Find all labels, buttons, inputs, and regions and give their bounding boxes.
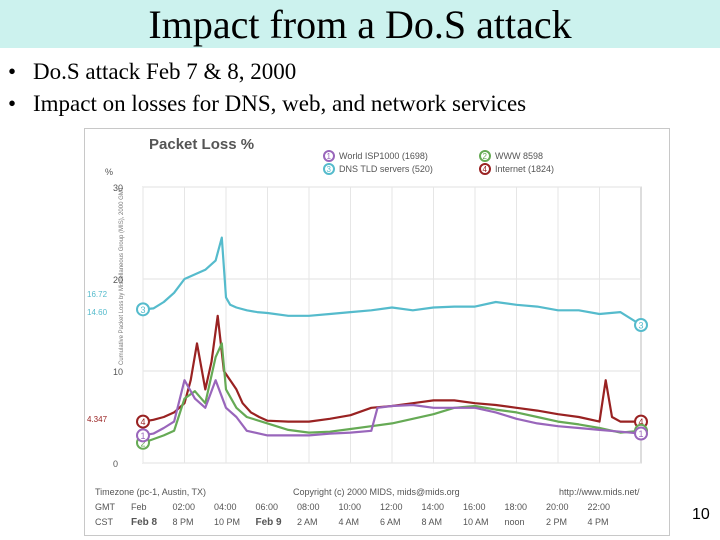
y-axis-unit: % [105, 167, 113, 177]
cst-label: CST [95, 517, 114, 527]
grid [142, 186, 642, 464]
url-label: http://www.mids.net/ [559, 487, 640, 497]
y-tick-label: 10 [113, 367, 123, 377]
legend-marker-label: 4 [483, 165, 488, 174]
bullet-list: • Do.S attack Feb 7 & 8, 2000 • Impact o… [8, 56, 526, 120]
gmt-tick-label: 06:00 [256, 502, 279, 512]
gmt-tick-label: 08:00 [297, 502, 320, 512]
series-line [142, 236, 642, 326]
legend-label: World ISP1000 (1698) [339, 151, 428, 161]
legend-marker [323, 163, 335, 175]
cst-tick-label: 2 AM [297, 517, 318, 527]
series-marker-label: 4 [639, 417, 644, 427]
legend-marker [479, 163, 491, 175]
series-marker-label: 3 [639, 321, 644, 331]
gmt-tick-label: 12:00 [380, 502, 403, 512]
left-value-label: 14.60 [87, 308, 108, 317]
series-marker [136, 302, 150, 317]
series-marker [136, 414, 150, 429]
y-tick-label: 30 [113, 183, 123, 193]
series-marker-label: 2 [141, 438, 146, 448]
bullet-dot: • [8, 91, 17, 116]
legend-marker [479, 150, 491, 162]
series-marker [634, 318, 648, 332]
cst-tick-label: noon [505, 517, 525, 527]
slide-title: Impact from a Do.S attack [148, 2, 572, 47]
cst-tick-label: 8 PM [173, 517, 194, 527]
copyright-label: Copyright (c) 2000 MIDS, mids@mids.org [293, 487, 460, 497]
bullet-dot: • [8, 59, 17, 84]
side-label: Cumulative Packet Loss by Miscellaneous … [119, 186, 125, 365]
bullet-text: Impact on losses for DNS, web, and netwo… [33, 91, 527, 116]
gmt-tick-label: 20:00 [546, 502, 569, 512]
gmt-tick-label: 14:00 [422, 502, 445, 512]
legend-marker-label: 1 [327, 152, 332, 161]
gmt-tick-label: 02:00 [173, 502, 196, 512]
cst-tick-label: 10 PM [214, 517, 240, 527]
cst-tick-label: Feb 8 [131, 517, 158, 528]
series-marker-label: 3 [141, 305, 146, 315]
legend-marker-label: 3 [327, 165, 332, 174]
series-marker-label: 1 [639, 429, 644, 439]
cst-tick-label: 4 PM [588, 517, 609, 527]
gmt-tick-label: 10:00 [339, 502, 362, 512]
series-marker [634, 426, 648, 441]
y-tick-label: 0 [113, 459, 118, 469]
cst-tick-label: 6 AM [380, 517, 401, 527]
bullet-item: • Do.S attack Feb 7 & 8, 2000 [8, 56, 526, 88]
gmt-tick-label: 04:00 [214, 502, 237, 512]
bullet-item: • Impact on losses for DNS, web, and net… [8, 88, 526, 120]
series-line [142, 314, 641, 423]
gmt-tick-label: 22:00 [588, 502, 611, 512]
left-value-label: 4.347 [87, 415, 108, 424]
left-value-label: 16.72 [87, 290, 108, 299]
timezone-label: Timezone (pc-1, Austin, TX) [95, 487, 206, 497]
legend-label: WWW 8598 [495, 151, 543, 161]
chart-title: Packet Loss % [149, 136, 254, 153]
series-group: 33442211 [136, 236, 648, 450]
series-marker-label: 1 [141, 431, 146, 441]
gmt-tick-label: 16:00 [463, 502, 486, 512]
legend: 1 World ISP1000 (1698) 2 WWW 8598 3 DNS TLD s… [323, 150, 554, 175]
gmt-tick-label: Feb [131, 502, 147, 512]
legend-label: DNS TLD servers (520) [339, 164, 433, 174]
page-number: 10 [692, 506, 710, 523]
series-marker [136, 428, 150, 443]
y-tick-label: 20 [113, 275, 123, 285]
legend-marker-label: 2 [483, 152, 488, 161]
legend-label: Internet (1824) [495, 164, 554, 174]
gmt-tick-label: 18:00 [505, 502, 528, 512]
axes: 0 10 20 30 Feb Feb 8 02:00 8 PM 04:00 10 PM 06:00 F… [87, 183, 610, 528]
cst-tick-label: 2 PM [546, 517, 567, 527]
gmt-label: GMT [95, 502, 115, 512]
cst-tick-label: Feb 9 [256, 517, 283, 528]
chart-frame: Packet Loss % % Cumulative Packet Loss b… [84, 128, 670, 536]
cst-tick-label: 4 AM [339, 517, 360, 527]
legend-marker [323, 150, 335, 162]
series-marker-label: 4 [141, 417, 146, 427]
series-line [142, 342, 642, 444]
packet-loss-chart: Packet Loss % % Cumulative Packet Loss b… [87, 136, 648, 528]
cst-tick-label: 10 AM [463, 517, 489, 527]
bullet-text: Do.S attack Feb 7 & 8, 2000 [33, 59, 297, 84]
series-line [142, 379, 642, 437]
cst-tick-label: 8 AM [422, 517, 443, 527]
title-bar [0, 0, 720, 48]
